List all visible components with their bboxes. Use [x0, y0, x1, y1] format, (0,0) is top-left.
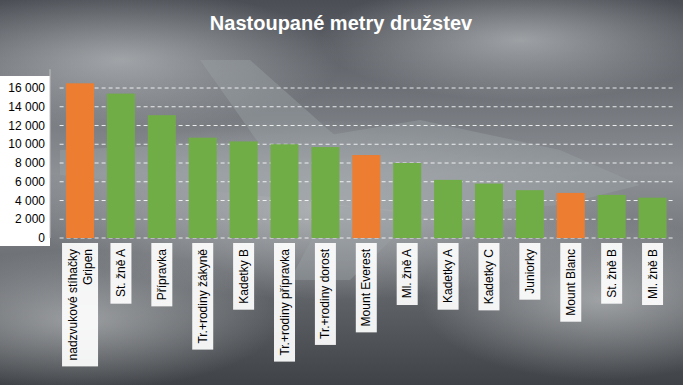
label-box	[315, 243, 336, 345]
bar	[66, 83, 94, 238]
x-tick-label: Ml. žně A	[400, 249, 414, 298]
cloud	[0, 250, 280, 385]
cloud	[420, 220, 683, 380]
x-tick-label-group: Kadetky C	[478, 243, 499, 310]
x-tick-label-group: Ml. žně B	[642, 243, 663, 305]
grid-line	[60, 88, 673, 89]
chart: Nastoupané metry družstev 0 2 000 4 000 6 00…	[0, 0, 683, 385]
x-tick-label: Kadetky A	[441, 249, 455, 303]
x-tick-label-group: Kadetky B	[233, 243, 254, 310]
label-box	[274, 243, 295, 362]
x-tick-label: Juniorky	[523, 249, 537, 294]
x-tick-label-group: Tr.+rodiny dorost	[315, 243, 336, 345]
bar	[230, 141, 258, 238]
x-tick-label: Kadetky B	[237, 249, 251, 304]
label-box	[110, 243, 131, 304]
label-box	[519, 243, 540, 300]
x-tick-label-group: Mount Everest	[356, 243, 377, 332]
label-box	[642, 243, 663, 305]
bar	[557, 193, 585, 238]
axis-label-panel	[0, 76, 50, 246]
bar	[598, 195, 626, 238]
x-tick-label: Kadetky C	[482, 249, 496, 305]
x-tick-label: Ml. žně B	[646, 249, 660, 299]
x-tick-label-group: nadzvukové stíhačkyGripen	[62, 243, 98, 366]
bar	[311, 147, 339, 238]
label-box	[233, 243, 254, 310]
bar	[107, 94, 135, 238]
y-tick-label: 6 000	[15, 175, 45, 189]
x-tick-label: St. žně A	[114, 249, 128, 297]
jet-silhouette	[60, 60, 640, 280]
x-tick-label-group: Ml. žně A	[397, 243, 418, 305]
y-tick-label: 0	[38, 231, 45, 245]
bar	[475, 184, 503, 238]
grid-line	[60, 106, 673, 107]
bar	[434, 180, 462, 238]
bar	[639, 198, 667, 238]
title: Nastoupané metry družstev	[210, 12, 473, 34]
label-box	[192, 243, 213, 350]
y-tick-label: 10 000	[8, 137, 45, 151]
bar	[516, 190, 544, 238]
x-tick-label: Mount Everest	[359, 248, 373, 326]
bar	[189, 138, 217, 238]
x-tick-label-group: Mount Blanc	[560, 243, 581, 322]
label-box	[560, 243, 581, 322]
x-tick-label: St. žně B	[605, 249, 619, 298]
x-tick-label: Tr.+rodiny dorost	[318, 248, 332, 339]
y-tick-label: 14 000	[8, 100, 45, 114]
x-tick-label-group: Přípravka	[151, 243, 172, 306]
x-tick-label-group: Tr.+rodiny přípravka	[274, 243, 295, 362]
y-tick-label: 4 000	[15, 194, 45, 208]
label-box	[356, 243, 377, 332]
bar	[352, 155, 380, 238]
x-tick-label-group: Kadetky A	[438, 243, 459, 310]
x-tick-label-group: St. žně B	[601, 243, 622, 304]
x-tick-label: Tr.+rodiny žákyně	[196, 249, 210, 344]
x-tick-label: Mount Blanc	[564, 249, 578, 316]
label-box	[478, 243, 499, 310]
x-tick-label: Tr.+rodiny přípravka	[278, 249, 292, 356]
bar	[271, 144, 299, 238]
x-tick-label-group: St. žně A	[110, 243, 131, 304]
bars	[66, 83, 667, 238]
y-tick-label: 8 000	[15, 156, 45, 170]
y-tick-label: 2 000	[15, 212, 45, 226]
x-tick-label: nadzvukové stíhačkyGripen	[66, 249, 95, 360]
x-tick-label: Přípravka	[155, 249, 169, 301]
label-box	[62, 243, 98, 366]
x-tick-label-group: Juniorky	[519, 243, 540, 300]
label-box	[397, 243, 418, 305]
y-tick-label: 16 000	[8, 81, 45, 95]
label-box	[151, 243, 172, 306]
y-tick-label: 12 000	[8, 119, 45, 133]
y-axis	[50, 69, 51, 238]
label-box	[601, 243, 622, 304]
x-tick-label-group: Tr.+rodiny žákyně	[192, 243, 213, 350]
bar	[393, 163, 421, 238]
label-box	[438, 243, 459, 310]
bar	[148, 115, 176, 238]
